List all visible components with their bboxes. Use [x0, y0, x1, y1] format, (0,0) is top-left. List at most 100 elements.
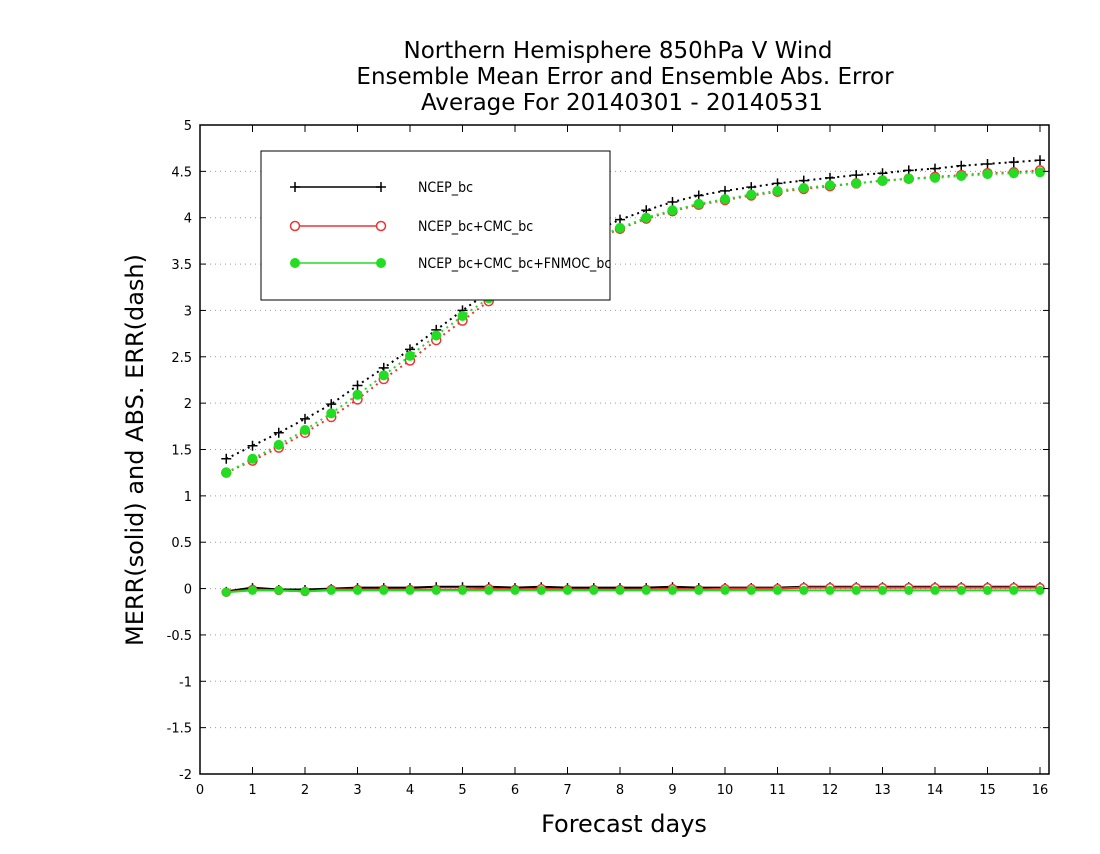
mean-err-point-s2	[720, 585, 730, 595]
abs-err-point-s2	[615, 222, 625, 233]
y-tick-label: 0	[184, 583, 192, 598]
mean-err-point-s2	[431, 585, 441, 595]
x-tick-label: 3	[353, 783, 361, 798]
abs-err-point-s2	[746, 189, 757, 200]
y-tick-label: -0.5	[167, 629, 192, 644]
mean-err-point-s2	[405, 585, 415, 595]
axis-ticks: -2-1.5-1-0.500.511.522.533.544.550 1 2 3 4 5 6…	[167, 119, 1049, 798]
mean-err-point-s2	[1035, 585, 1045, 595]
abs-err-point-s2	[431, 330, 442, 341]
y-tick-label: 2.5	[171, 351, 192, 366]
abs-err-point-s2	[877, 175, 888, 186]
x-tick-label: 4	[406, 783, 414, 798]
y-tick-label: 0.5	[171, 536, 192, 551]
chart-title: Northern Hemisphere 850hPa V Wind Ensemb…	[356, 38, 894, 116]
mean-err-point-s2	[773, 585, 782, 595]
abs-err-point-s2	[457, 310, 468, 321]
x-tick-label: 2	[301, 783, 309, 798]
mean-err-point-s2	[300, 586, 310, 596]
abs-err-point-s2	[693, 198, 704, 209]
abs-err-point-s2	[1035, 167, 1045, 178]
y-tick-label: 1	[184, 490, 192, 505]
mean-err-point-s2	[983, 585, 992, 595]
mean-err-point-s2	[904, 585, 914, 595]
mean-err-point-s2	[458, 585, 467, 595]
y-tick-label: 2	[184, 397, 192, 412]
abs-err-point-s2	[720, 194, 730, 205]
x-tick-label: 6	[511, 783, 519, 798]
mean-err-point-s2	[930, 585, 940, 595]
abs-err-point-s0	[720, 185, 730, 196]
y-tick-label: 4.5	[171, 165, 192, 180]
y-tick-label: 3	[184, 304, 192, 319]
abs-err-point-s0	[247, 440, 258, 451]
abs-err-point-s2	[851, 178, 862, 189]
mean-err-point-s2	[668, 585, 677, 595]
abs-err-point-s0	[667, 196, 678, 207]
legend-marker-1	[375, 220, 387, 232]
abs-err-point-s2	[903, 173, 914, 184]
x-tick-label: 16	[1032, 783, 1049, 798]
abs-err-point-s0	[273, 427, 284, 438]
x-tick-label: 13	[874, 783, 891, 798]
mean-err-point-s2	[248, 585, 257, 595]
abs-err-point-s2	[326, 408, 337, 419]
abs-err-point-s2	[798, 183, 809, 194]
abs-err-point-s2	[405, 350, 415, 361]
abs-err-point-s2	[825, 180, 835, 191]
abs-err-point-s0	[615, 214, 625, 225]
legend-label-0: NCEP_bc	[418, 180, 473, 196]
y-tick-label: -1	[179, 675, 192, 690]
abs-err-point-s0	[982, 158, 993, 169]
legend: NCEP_bc NCEP_bc+CMC_bc NCEP_bc+CMC_bc+FNMO…	[260, 150, 611, 301]
series-mean-err-line-s2	[226, 589, 1040, 594]
y-tick-label: -2	[179, 768, 192, 783]
legend-marker-2	[376, 258, 386, 268]
mean-err-point-s2	[799, 585, 809, 595]
mean-err-point-s2	[851, 585, 861, 595]
abs-err-point-s2	[221, 467, 232, 478]
mean-err-point-s2	[353, 585, 362, 595]
mean-err-point-s2	[615, 585, 625, 595]
x-tick-label: 14	[927, 783, 944, 798]
y-tick-label: 4	[184, 212, 192, 227]
mean-err-point-s2	[563, 585, 572, 595]
y-axis-title: MERR(solid) and ABS. ERR(dash)	[121, 254, 149, 646]
abs-err-point-s2	[930, 172, 940, 183]
abs-err-point-s0	[352, 380, 363, 391]
legend-marker-1	[289, 220, 301, 232]
mean-err-point-s2	[326, 585, 336, 595]
abs-err-point-s0	[221, 453, 232, 464]
legend-marker-0	[290, 182, 300, 192]
abs-err-point-s2	[352, 389, 363, 400]
abs-err-point-s2	[956, 170, 967, 181]
x-tick-label: 5	[458, 783, 466, 798]
mean-err-point-s2	[878, 585, 887, 595]
mean-err-point-s2	[1009, 585, 1019, 595]
y-tick-label: 3.5	[171, 258, 192, 273]
x-tick-label: 12	[822, 783, 839, 798]
abs-err-point-s2	[667, 205, 678, 216]
y-tick-label: -1.5	[167, 722, 192, 737]
mean-err-point-s2	[221, 587, 231, 597]
abs-err-point-s2	[982, 169, 993, 180]
mean-err-point-s2	[510, 585, 520, 595]
x-tick-label: 10	[717, 783, 734, 798]
abs-err-point-s2	[300, 425, 310, 436]
legend-marker-0	[376, 182, 386, 192]
abs-err-point-s2	[1008, 168, 1019, 179]
abs-err-point-s2	[641, 212, 652, 223]
mean-err-point-s2	[484, 585, 494, 595]
abs-err-point-s0	[956, 160, 967, 171]
mean-err-point-s2	[536, 585, 546, 595]
abs-err-point-s0	[1008, 157, 1019, 168]
x-tick-label: 0	[196, 783, 204, 798]
y-tick-label: 5	[184, 119, 192, 134]
x-tick-label: 9	[668, 783, 676, 798]
x-axis-title: Forecast days	[541, 810, 707, 838]
abs-err-point-s2	[247, 453, 258, 464]
mean-err-point-s2	[274, 585, 284, 595]
abs-err-point-s2	[273, 439, 284, 450]
title-line-1: Northern Hemisphere 850hPa V Wind	[404, 38, 833, 64]
